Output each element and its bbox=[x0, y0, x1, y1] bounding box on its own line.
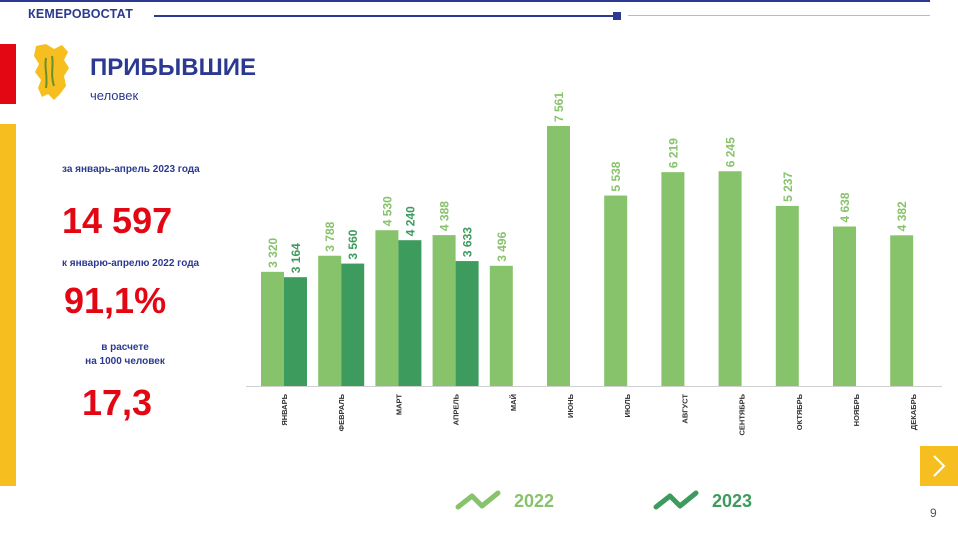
bar-2022-3 bbox=[432, 235, 456, 386]
data-label-2022-3: 4 388 bbox=[438, 201, 452, 231]
page-title: ПРИБЫВШИЕ bbox=[90, 54, 256, 81]
header-divider-blue bbox=[154, 15, 614, 17]
x-tick-label-8: СЕНТЯБРЬ bbox=[738, 393, 747, 435]
side-accent-yellow bbox=[0, 124, 16, 486]
region-map-logo-icon bbox=[34, 44, 69, 100]
chevron-right-icon bbox=[933, 455, 946, 477]
bar-2023-3 bbox=[455, 261, 479, 386]
bar-2023-2 bbox=[398, 240, 422, 386]
data-label-2022-11: 4 382 bbox=[895, 201, 909, 231]
compare-label: к январю-апрелю 2022 года bbox=[62, 258, 200, 269]
data-label-2023-2: 4 240 bbox=[403, 206, 417, 236]
bar-2022-8 bbox=[718, 171, 742, 386]
data-label-2022-1: 3 788 bbox=[323, 221, 337, 251]
next-slide-button[interactable] bbox=[920, 446, 958, 486]
x-tick-label-11: ДЕКАБРЬ bbox=[909, 393, 918, 430]
period-label: за январь-апрель 2023 года bbox=[62, 164, 200, 175]
data-label-2022-8: 6 245 bbox=[724, 137, 738, 167]
bar-2022-1 bbox=[318, 255, 342, 386]
side-accent-red bbox=[0, 44, 16, 104]
bar-2022-9 bbox=[775, 205, 799, 386]
bar-2022-10 bbox=[833, 226, 856, 386]
x-tick-label-6: ИЮЛЬ bbox=[623, 393, 632, 417]
page-subtitle: человек bbox=[90, 88, 139, 103]
bar-2022-11 bbox=[890, 235, 914, 386]
bar-2023-0 bbox=[284, 277, 307, 386]
data-label-2022-9: 5 237 bbox=[781, 172, 795, 202]
data-label-2022-7: 6 219 bbox=[666, 138, 680, 168]
bar-2022-6 bbox=[604, 195, 628, 386]
data-label-2023-1: 3 560 bbox=[346, 229, 360, 259]
data-label-2022-6: 5 538 bbox=[609, 161, 623, 191]
brand-name: КЕМЕРОВОСТАТ bbox=[28, 7, 134, 21]
data-label-2022-2: 4 530 bbox=[380, 196, 394, 226]
data-label-2023-0: 3 164 bbox=[289, 243, 303, 273]
bar-2022-2 bbox=[375, 230, 399, 386]
page-number: 9 bbox=[930, 506, 937, 520]
bar-2022-7 bbox=[661, 172, 685, 386]
legend-label-2023: 2023 bbox=[712, 491, 752, 511]
data-label-2022-10: 4 638 bbox=[838, 192, 852, 222]
data-label-2022-4: 3 496 bbox=[495, 231, 509, 261]
x-tick-label-7: АВГУСТ bbox=[680, 394, 689, 424]
header-top-line bbox=[0, 0, 930, 2]
per1000-label-line2: на 1000 человек bbox=[85, 356, 165, 367]
x-tick-label-9: ОКТЯБРЬ bbox=[795, 393, 804, 430]
x-tick-label-0: ЯНВАРЬ bbox=[280, 393, 289, 425]
header-divider-yellow bbox=[628, 15, 930, 16]
legend-marker-2023 bbox=[653, 490, 699, 510]
data-label-2022-0: 3 320 bbox=[266, 237, 280, 267]
x-tick-label-1: ФЕВРАЛЬ bbox=[337, 393, 346, 431]
header-divider-marker bbox=[613, 12, 621, 20]
total-value: 14 597 bbox=[62, 200, 173, 241]
x-tick-label-2: МАРТ bbox=[394, 394, 403, 416]
compare-value: 91,1% bbox=[64, 280, 167, 321]
legend-label-2022: 2022 bbox=[514, 491, 554, 511]
data-label-2022-5: 7 561 bbox=[552, 92, 566, 122]
x-tick-label-3: АПРЕЛЬ bbox=[452, 393, 461, 425]
data-label-2023-3: 3 633 bbox=[461, 227, 475, 257]
x-tick-label-4: МАЙ bbox=[509, 394, 518, 411]
bar-2023-1 bbox=[341, 263, 365, 386]
x-tick-label-5: ИЮНЬ bbox=[566, 393, 575, 418]
per1000-value: 17,3 bbox=[82, 382, 153, 423]
x-tick-label-10: НОЯБРЬ bbox=[852, 393, 861, 426]
bar-2022-4 bbox=[489, 265, 513, 386]
bar-2022-5 bbox=[547, 126, 570, 386]
bar-2022-0 bbox=[261, 271, 284, 386]
per1000-label-line1: в расчете bbox=[101, 342, 149, 353]
legend-marker-2022 bbox=[455, 490, 501, 510]
